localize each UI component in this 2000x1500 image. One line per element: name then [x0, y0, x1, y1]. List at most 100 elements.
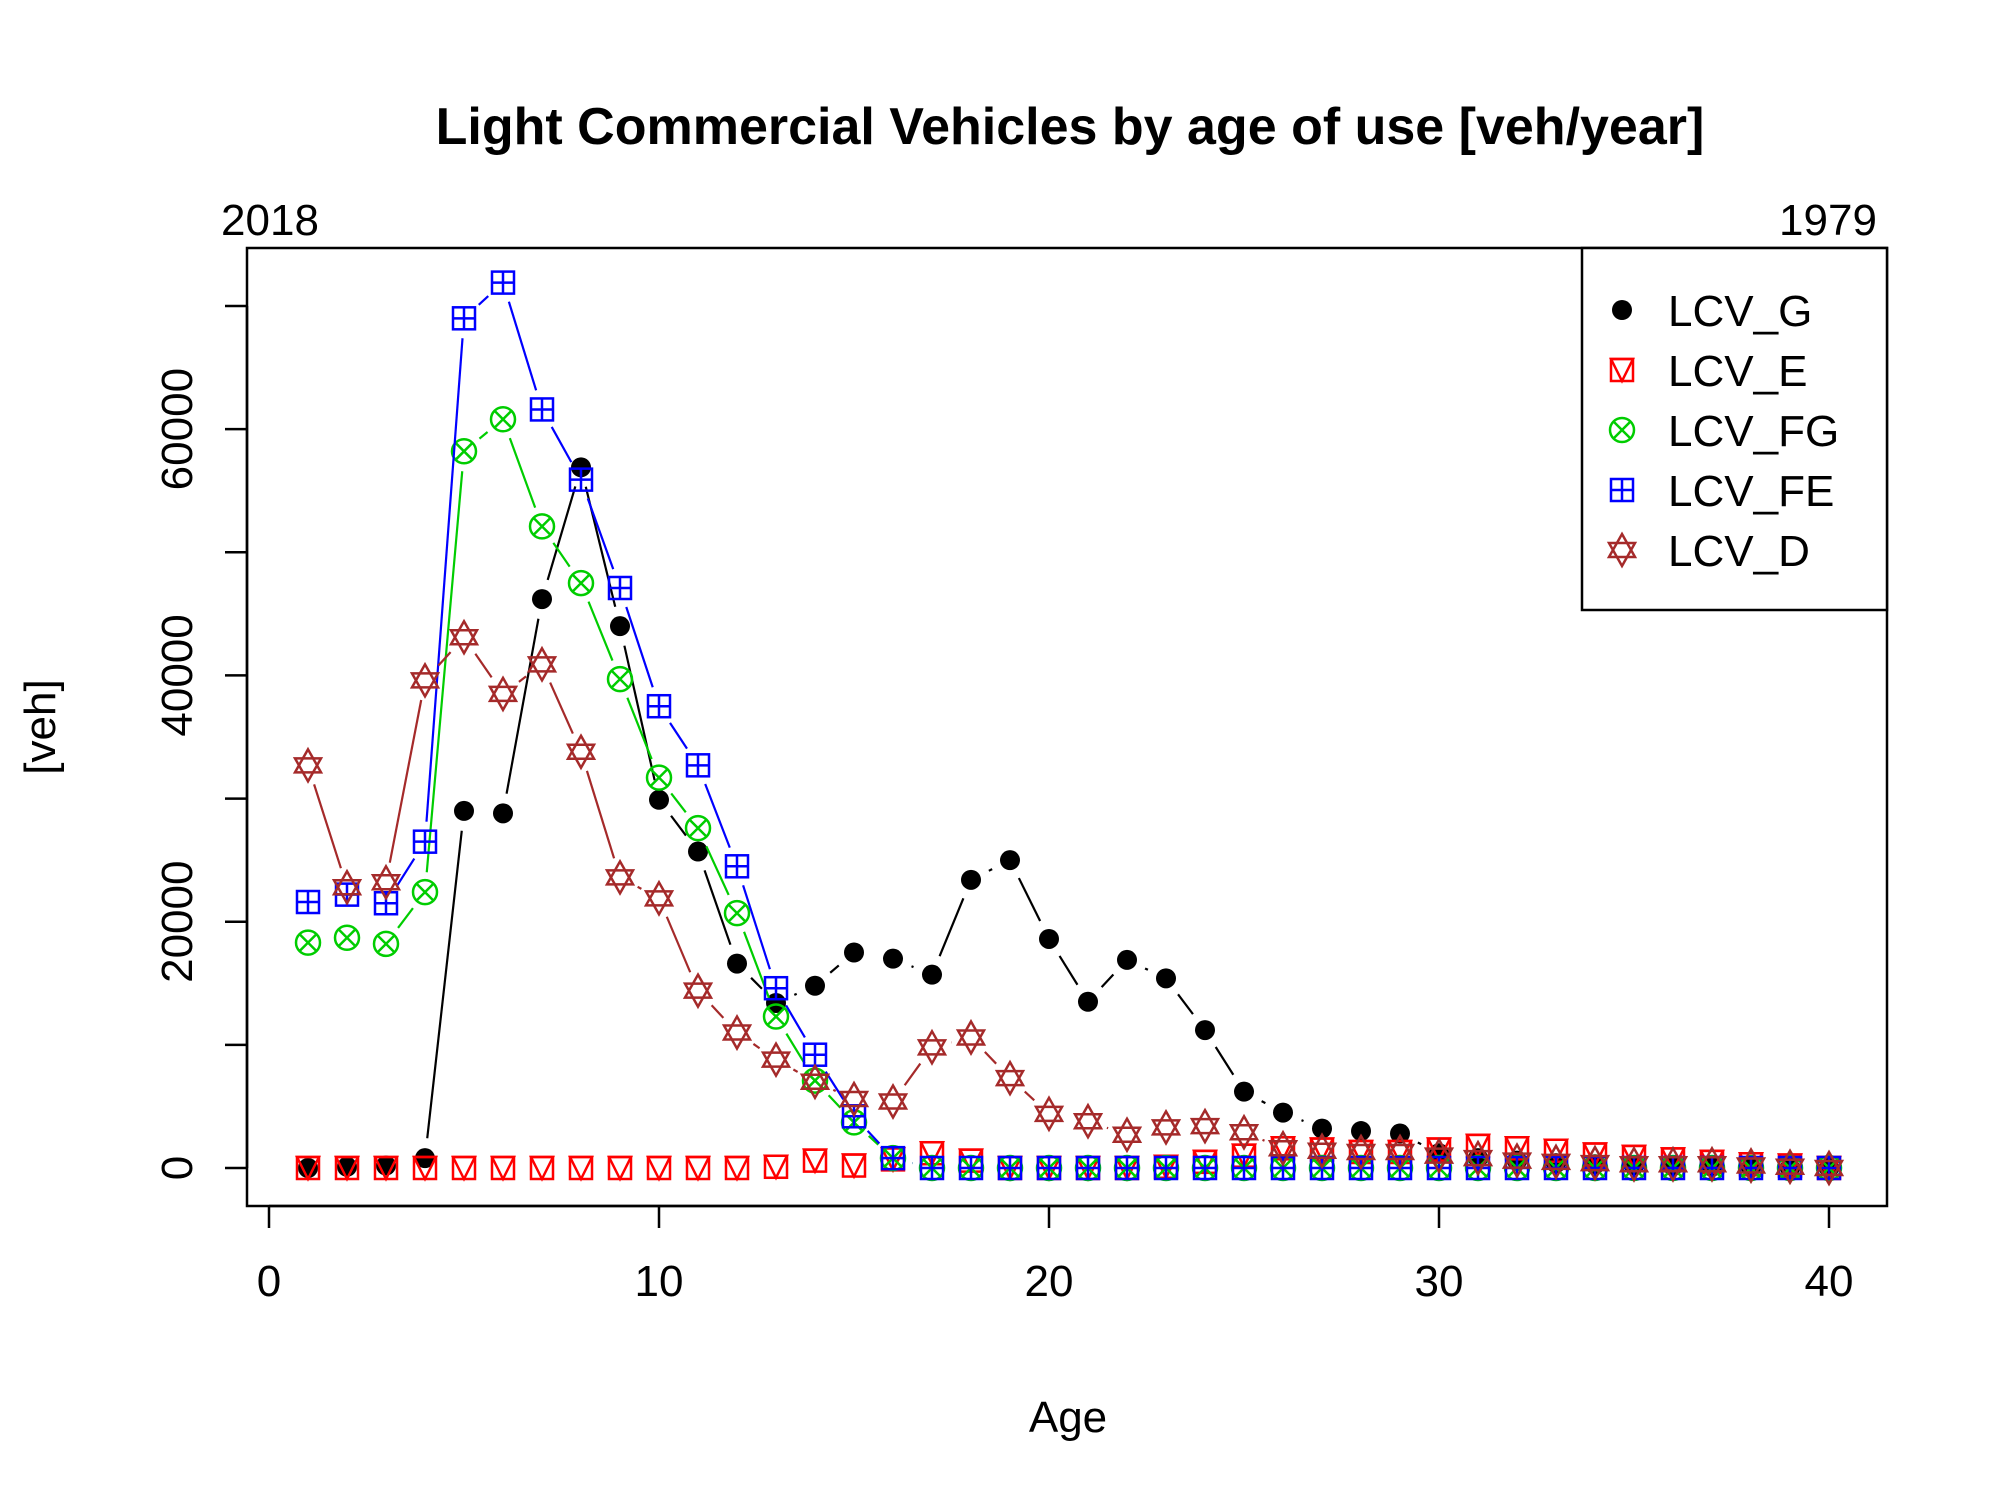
- data-point-lcv-d: [1657, 1145, 1689, 1183]
- data-point-lcv-g: [532, 589, 552, 610]
- data-point-lcv-e: [723, 1155, 751, 1182]
- data-point-lcv-fe: [1114, 1155, 1140, 1181]
- data-point-lcv-fe: [685, 753, 711, 778]
- data-point-lcv-d: [760, 1041, 792, 1079]
- data-point-lcv-d: [721, 1014, 753, 1052]
- series-segment-lcv-d: [1262, 1138, 1265, 1142]
- series-segment-lcv-fg: [827, 1094, 842, 1109]
- data-point-lcv-fe: [724, 854, 750, 879]
- top-right-year-label: 1979: [1779, 196, 1877, 245]
- data-point-lcv-d: [799, 1063, 831, 1101]
- data-point-lcv-fg: [606, 665, 634, 693]
- data-point-lcv-fe: [919, 1155, 945, 1181]
- data-point-lcv-d: [877, 1082, 909, 1121]
- legend-symbol-lcv-g: [1612, 300, 1632, 320]
- data-point-lcv-e: [489, 1155, 517, 1182]
- y-tick-label: 40000: [153, 614, 202, 736]
- data-point-lcv-d: [1150, 1108, 1182, 1146]
- data-point-lcv-g: [883, 948, 903, 969]
- series-segment-lcv-g: [793, 992, 798, 996]
- data-point-lcv-d: [1111, 1116, 1143, 1154]
- data-point-lcv-e: [840, 1153, 868, 1180]
- data-point-lcv-fg: [684, 814, 712, 842]
- y-tick-label: 20000: [153, 861, 202, 983]
- series-segment-lcv-g: [750, 977, 763, 990]
- data-point-lcv-fe: [1231, 1155, 1257, 1181]
- legend-label-lcv-fe: LCV_FE: [1668, 467, 1834, 516]
- legend-item-lcv-d: LCV_D: [1606, 527, 1810, 576]
- data-point-lcv-g: [1273, 1102, 1293, 1123]
- chart-title: Light Commercial Vehicles by age of use …: [436, 98, 1705, 156]
- data-point-lcv-d: [1072, 1102, 1104, 1140]
- series-segment-lcv-g: [426, 830, 463, 1139]
- series-segment-lcv-fg: [552, 542, 571, 568]
- series-segment-lcv-d: [637, 885, 642, 890]
- series-segment-lcv-fg: [508, 437, 537, 509]
- series-segment-lcv-g: [1417, 1141, 1422, 1146]
- series-segment-lcv-fe: [478, 295, 489, 306]
- data-point-lcv-fe: [568, 467, 594, 492]
- data-point-lcv-e: [528, 1155, 556, 1182]
- data-point-lcv-fg: [333, 924, 361, 951]
- data-point-lcv-g: [1312, 1118, 1332, 1139]
- series-segment-lcv-fg: [705, 845, 730, 896]
- data-point-lcv-g: [727, 953, 747, 974]
- x-tick-label: 30: [1415, 1257, 1464, 1306]
- series-segment-lcv-d: [313, 784, 342, 869]
- data-point-lcv-fg: [645, 764, 673, 791]
- data-point-lcv-g: [610, 616, 630, 637]
- series-segment-lcv-d: [518, 675, 527, 683]
- data-point-lcv-e: [645, 1155, 673, 1182]
- series-segment-lcv-fg: [785, 1033, 806, 1065]
- y-tick-label: 0: [153, 1156, 202, 1180]
- series-segment-lcv-fe: [785, 1004, 806, 1039]
- data-point-lcv-e: [606, 1155, 634, 1182]
- legend-label-lcv-g: LCV_G: [1668, 287, 1812, 336]
- data-point-lcv-g: [571, 457, 591, 478]
- data-point-lcv-fg: [567, 569, 595, 597]
- data-point-lcv-fg: [294, 929, 322, 956]
- series-segment-lcv-d: [474, 653, 493, 679]
- data-point-lcv-fe: [802, 1042, 828, 1067]
- series-segment-lcv-g: [1058, 955, 1079, 986]
- series-segment-lcv-fg: [425, 471, 464, 873]
- series-segment-lcv-fg: [868, 1135, 879, 1146]
- data-point-lcv-d: [955, 1018, 987, 1057]
- data-point-lcv-d: [409, 661, 441, 699]
- legend-symbol-lcv-fe: [1609, 477, 1635, 503]
- series-segment-lcv-g: [1100, 973, 1115, 988]
- data-point-lcv-d: [526, 645, 558, 683]
- series-segment-lcv-fg: [626, 697, 653, 760]
- data-point-lcv-fg: [372, 930, 400, 958]
- series-segment-lcv-d: [549, 682, 574, 734]
- legend-item-lcv-e: LCV_E: [1608, 347, 1807, 396]
- series-segment-lcv-fe: [550, 426, 573, 463]
- data-point-lcv-d: [1618, 1145, 1650, 1183]
- data-point-lcv-d: [331, 868, 363, 906]
- series-segment-lcv-fe: [742, 885, 771, 970]
- legend-label-lcv-fg: LCV_FG: [1668, 407, 1839, 456]
- series-layer: [292, 270, 1845, 1187]
- data-point-lcv-e: [294, 1155, 322, 1182]
- data-point-lcv-g: [922, 964, 942, 985]
- legend-item-lcv-g: LCV_G: [1612, 287, 1812, 336]
- data-point-lcv-g: [688, 841, 708, 862]
- series-segment-lcv-g: [1144, 967, 1149, 971]
- y-tick-label: 60000: [153, 368, 202, 490]
- series-segment-lcv-g: [938, 897, 965, 957]
- x-tick-label: 40: [1805, 1257, 1854, 1306]
- data-point-lcv-d: [292, 746, 324, 784]
- data-point-lcv-d: [838, 1080, 870, 1118]
- data-point-lcv-d: [1735, 1146, 1767, 1185]
- legend-item-lcv-fe: LCV_FE: [1609, 467, 1834, 516]
- series-segment-lcv-g: [988, 868, 993, 872]
- legend-item-lcv-fg: LCV_FG: [1608, 407, 1839, 456]
- series-segment-lcv-fg: [397, 907, 414, 929]
- data-point-lcv-d: [1579, 1144, 1611, 1182]
- data-point-lcv-d: [643, 879, 675, 917]
- data-point-lcv-d: [487, 675, 519, 713]
- series-segment-lcv-d: [710, 1004, 725, 1019]
- data-point-lcv-fe: [958, 1155, 984, 1181]
- series-segment-lcv-g: [623, 645, 656, 781]
- data-point-lcv-d: [1813, 1149, 1845, 1187]
